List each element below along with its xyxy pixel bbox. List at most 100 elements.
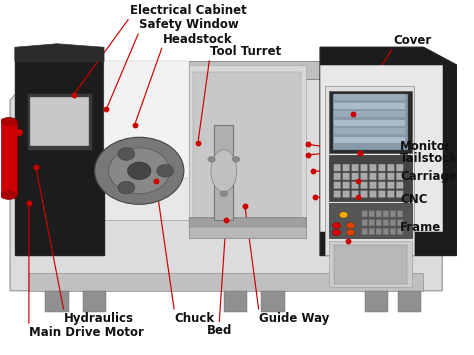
FancyBboxPatch shape bbox=[369, 191, 376, 198]
Circle shape bbox=[332, 222, 341, 229]
Circle shape bbox=[128, 162, 151, 180]
Polygon shape bbox=[334, 94, 405, 100]
Polygon shape bbox=[10, 79, 442, 291]
FancyBboxPatch shape bbox=[396, 182, 403, 189]
FancyBboxPatch shape bbox=[369, 219, 374, 226]
FancyBboxPatch shape bbox=[362, 228, 367, 235]
Polygon shape bbox=[334, 103, 405, 109]
FancyBboxPatch shape bbox=[369, 182, 376, 189]
Polygon shape bbox=[334, 120, 405, 126]
Circle shape bbox=[232, 157, 240, 162]
FancyBboxPatch shape bbox=[343, 164, 350, 171]
FancyBboxPatch shape bbox=[376, 219, 382, 226]
Polygon shape bbox=[334, 137, 405, 143]
Polygon shape bbox=[15, 61, 104, 256]
Circle shape bbox=[346, 222, 355, 229]
Polygon shape bbox=[320, 47, 456, 256]
Polygon shape bbox=[329, 91, 412, 153]
FancyBboxPatch shape bbox=[369, 173, 376, 180]
FancyBboxPatch shape bbox=[343, 191, 350, 198]
Polygon shape bbox=[104, 61, 189, 220]
Text: Bed: Bed bbox=[206, 324, 232, 337]
FancyBboxPatch shape bbox=[334, 164, 341, 171]
FancyBboxPatch shape bbox=[387, 173, 394, 180]
FancyBboxPatch shape bbox=[369, 164, 376, 171]
FancyBboxPatch shape bbox=[387, 182, 394, 189]
FancyBboxPatch shape bbox=[361, 164, 367, 171]
FancyBboxPatch shape bbox=[383, 228, 389, 235]
FancyBboxPatch shape bbox=[378, 173, 385, 180]
FancyBboxPatch shape bbox=[397, 211, 403, 217]
Text: Tool Turret: Tool Turret bbox=[210, 45, 281, 58]
FancyBboxPatch shape bbox=[396, 173, 403, 180]
Circle shape bbox=[118, 148, 135, 160]
Polygon shape bbox=[189, 65, 306, 238]
Text: Carriage: Carriage bbox=[400, 170, 457, 182]
FancyBboxPatch shape bbox=[378, 164, 385, 171]
FancyBboxPatch shape bbox=[352, 164, 359, 171]
FancyBboxPatch shape bbox=[352, 191, 359, 198]
Polygon shape bbox=[334, 111, 405, 117]
Text: Hydraulics: Hydraulics bbox=[64, 312, 134, 325]
Circle shape bbox=[220, 191, 228, 197]
Text: Tailstock: Tailstock bbox=[400, 152, 458, 165]
FancyBboxPatch shape bbox=[378, 191, 385, 198]
Ellipse shape bbox=[0, 118, 17, 125]
Polygon shape bbox=[30, 97, 89, 146]
FancyBboxPatch shape bbox=[361, 182, 367, 189]
Ellipse shape bbox=[0, 192, 17, 200]
Circle shape bbox=[346, 229, 355, 236]
Circle shape bbox=[109, 148, 170, 194]
Polygon shape bbox=[15, 44, 104, 61]
Polygon shape bbox=[334, 245, 407, 284]
FancyBboxPatch shape bbox=[383, 219, 389, 226]
Circle shape bbox=[95, 137, 184, 204]
FancyBboxPatch shape bbox=[369, 211, 374, 217]
FancyBboxPatch shape bbox=[369, 228, 374, 235]
Circle shape bbox=[332, 229, 341, 236]
FancyBboxPatch shape bbox=[361, 191, 367, 198]
Circle shape bbox=[156, 164, 173, 177]
FancyBboxPatch shape bbox=[334, 191, 341, 198]
Text: Cover: Cover bbox=[393, 34, 431, 47]
Polygon shape bbox=[329, 241, 412, 287]
Circle shape bbox=[339, 212, 348, 218]
FancyBboxPatch shape bbox=[362, 219, 367, 226]
Polygon shape bbox=[29, 273, 423, 291]
FancyBboxPatch shape bbox=[376, 211, 382, 217]
Polygon shape bbox=[224, 291, 247, 312]
Polygon shape bbox=[334, 128, 405, 134]
FancyBboxPatch shape bbox=[362, 211, 367, 217]
Polygon shape bbox=[325, 86, 414, 256]
Polygon shape bbox=[46, 291, 69, 312]
FancyBboxPatch shape bbox=[390, 228, 396, 235]
Text: Main Drive Motor: Main Drive Motor bbox=[29, 326, 144, 339]
FancyBboxPatch shape bbox=[397, 219, 403, 226]
FancyBboxPatch shape bbox=[383, 211, 389, 217]
Polygon shape bbox=[0, 121, 17, 196]
Circle shape bbox=[118, 181, 135, 194]
Circle shape bbox=[208, 157, 215, 162]
FancyBboxPatch shape bbox=[387, 164, 394, 171]
Polygon shape bbox=[29, 61, 423, 79]
Polygon shape bbox=[333, 94, 408, 150]
FancyBboxPatch shape bbox=[352, 173, 359, 180]
Polygon shape bbox=[27, 93, 92, 149]
FancyBboxPatch shape bbox=[361, 173, 367, 180]
Text: Safety Window: Safety Window bbox=[139, 18, 239, 31]
Polygon shape bbox=[329, 155, 412, 201]
FancyBboxPatch shape bbox=[397, 228, 403, 235]
Polygon shape bbox=[104, 61, 189, 178]
FancyBboxPatch shape bbox=[334, 182, 341, 189]
FancyBboxPatch shape bbox=[352, 182, 359, 189]
FancyBboxPatch shape bbox=[343, 182, 350, 189]
Polygon shape bbox=[329, 203, 412, 238]
FancyBboxPatch shape bbox=[334, 173, 341, 180]
Text: Frame: Frame bbox=[400, 221, 441, 234]
Polygon shape bbox=[398, 291, 421, 312]
Text: Headstock: Headstock bbox=[163, 33, 232, 45]
Polygon shape bbox=[189, 218, 306, 227]
Ellipse shape bbox=[211, 149, 237, 192]
Polygon shape bbox=[365, 291, 388, 312]
Polygon shape bbox=[214, 125, 233, 220]
